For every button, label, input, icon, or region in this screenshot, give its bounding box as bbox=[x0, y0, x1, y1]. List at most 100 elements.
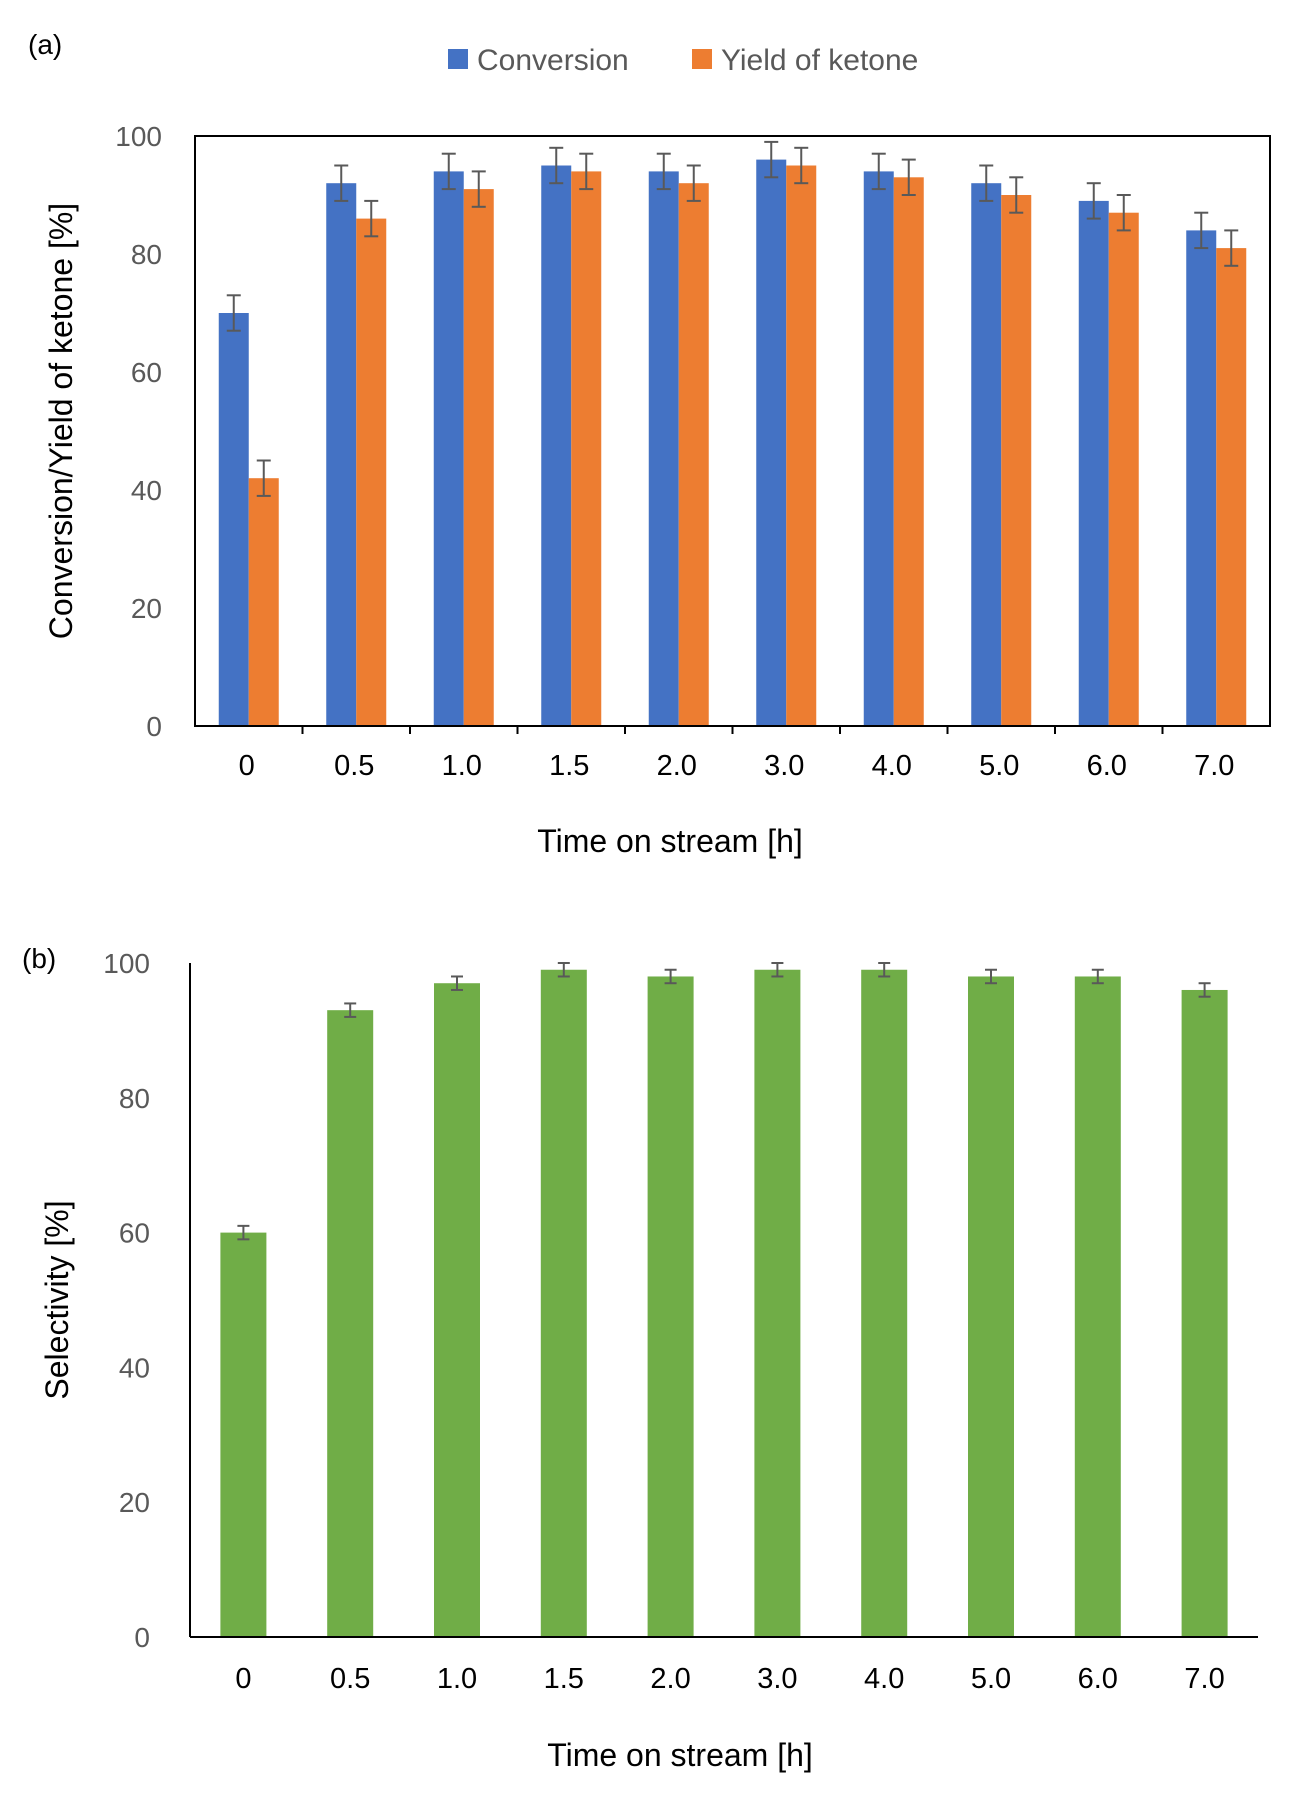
panel-a-plot-frame bbox=[194, 135, 1271, 727]
panel-b-x-tick-label: 1.5 bbox=[544, 1663, 584, 1695]
panel-a-x-axis-title: Time on stream [h] bbox=[537, 823, 803, 859]
panel-a-y-axis-title: Conversion/Yield of ketone [%] bbox=[43, 203, 79, 639]
panel-a-bars bbox=[218, 159, 1247, 727]
bar-selectivity-1-5 bbox=[540, 969, 587, 1637]
panel-a-x-axis-ticks: 0 0.5 1.0 1.5 2.0 3.0 4.0 5.0 6.0 7.0 bbox=[239, 726, 1234, 782]
panel-b-y-tick-label: 20 bbox=[119, 1487, 150, 1518]
error-bar-selectivity-3-0 bbox=[771, 962, 784, 978]
bar-conversion-6-0 bbox=[1078, 200, 1109, 726]
panel-a-y-axis-ticks: 0 20 40 60 80 100 bbox=[115, 121, 162, 742]
panel-a-x-tick-label: 0.5 bbox=[334, 750, 374, 782]
panel-a-y-tick-label: 40 bbox=[131, 475, 162, 506]
error-bar-yield-of-ketone-0-5 bbox=[364, 199, 379, 238]
bar-selectivity-0-5 bbox=[327, 1010, 374, 1637]
bar-yield-of-ketone-7-0 bbox=[1216, 248, 1247, 726]
bar-conversion-4-0 bbox=[863, 171, 894, 726]
error-bar-yield-of-ketone-4-0 bbox=[901, 158, 916, 196]
error-bar-yield-of-ketone-2-0 bbox=[686, 164, 701, 202]
bar-conversion-7-0 bbox=[1186, 230, 1217, 726]
panel-a-x-tick-label: 0 bbox=[239, 750, 255, 782]
panel-a-x-tick-label: 2.0 bbox=[657, 750, 697, 782]
bar-yield-of-ketone-0-5 bbox=[356, 218, 387, 726]
error-bar-yield-of-ketone-6-0 bbox=[1116, 194, 1131, 232]
panel-b-x-tick-label: 7.0 bbox=[1184, 1663, 1224, 1695]
panel-b-x-tick-label: 6.0 bbox=[1078, 1663, 1118, 1695]
panel-b-x-tick-label: 5.0 bbox=[971, 1663, 1011, 1695]
panel-b-y-axis-title: Selectivity [%] bbox=[39, 1200, 75, 1399]
bar-conversion-0 bbox=[218, 313, 249, 726]
panel-b-error-bars bbox=[237, 962, 1211, 1241]
bar-yield-of-ketone-6-0 bbox=[1108, 212, 1139, 726]
error-bar-conversion-1-5 bbox=[549, 146, 564, 185]
panel-b-x-tick-label: 0.5 bbox=[330, 1663, 370, 1695]
panel-a-label: (a) bbox=[28, 29, 62, 60]
panel-a-chart: (a) Conversion Yield of ketone Conversio… bbox=[28, 29, 1271, 859]
error-bar-conversion-0 bbox=[226, 294, 241, 332]
error-bar-selectivity-0-5 bbox=[344, 1002, 357, 1018]
bar-conversion-5-0 bbox=[971, 183, 1002, 726]
bar-selectivity-0 bbox=[220, 1232, 267, 1637]
bar-selectivity-2-0 bbox=[647, 976, 694, 1637]
error-bar-yield-of-ketone-7-0 bbox=[1224, 229, 1239, 267]
bar-selectivity-6-0 bbox=[1074, 976, 1121, 1637]
error-bar-yield-of-ketone-3-0 bbox=[794, 146, 809, 185]
bar-yield-of-ketone-1-5 bbox=[571, 171, 602, 726]
bar-conversion-1-5 bbox=[541, 165, 572, 726]
error-bar-yield-of-ketone-5-0 bbox=[1009, 176, 1024, 214]
error-bar-conversion-0-5 bbox=[334, 164, 349, 202]
bar-conversion-1-0 bbox=[433, 171, 464, 726]
panel-b-y-tick-label: 60 bbox=[119, 1218, 150, 1249]
error-bar-selectivity-1-5 bbox=[557, 962, 570, 978]
bar-conversion-0-5 bbox=[326, 183, 357, 726]
panel-b-bars bbox=[220, 969, 1228, 1637]
bar-conversion-2-0 bbox=[648, 171, 679, 726]
legend: Conversion Yield of ketone bbox=[448, 44, 918, 77]
panel-a-x-tick-label: 7.0 bbox=[1194, 750, 1234, 782]
panel-b-y-tick-label: 40 bbox=[119, 1352, 150, 1383]
legend-label-conversion: Conversion bbox=[477, 44, 629, 77]
error-bar-yield-of-ketone-1-0 bbox=[471, 170, 486, 208]
bar-yield-of-ketone-1-0 bbox=[463, 189, 494, 727]
panel-a-x-tick-label: 1.0 bbox=[442, 750, 482, 782]
panel-b-x-tick-label: 0 bbox=[235, 1663, 251, 1695]
error-bar-conversion-6-0 bbox=[1086, 182, 1101, 220]
error-bar-selectivity-2-0 bbox=[664, 968, 677, 985]
bar-selectivity-3-0 bbox=[754, 969, 801, 1637]
bar-yield-of-ketone-3-0 bbox=[786, 165, 817, 726]
panel-a-y-tick-label: 20 bbox=[131, 593, 162, 624]
panel-a-y-tick-label: 60 bbox=[131, 357, 162, 388]
error-bar-conversion-5-0 bbox=[979, 164, 994, 202]
panel-b-y-tick-label: 80 bbox=[119, 1083, 150, 1114]
error-bar-selectivity-1-0 bbox=[451, 975, 463, 991]
bar-yield-of-ketone-2-0 bbox=[678, 183, 709, 726]
error-bar-selectivity-6-0 bbox=[1091, 968, 1104, 985]
panel-b-label: (b) bbox=[22, 943, 56, 974]
legend-swatch-conversion bbox=[448, 49, 468, 69]
error-bar-conversion-2-0 bbox=[656, 152, 671, 191]
error-bar-selectivity-7-0 bbox=[1198, 982, 1211, 998]
bar-selectivity-7-0 bbox=[1181, 989, 1228, 1637]
legend-swatch-yield bbox=[692, 49, 712, 69]
error-bar-selectivity-0 bbox=[237, 1224, 250, 1241]
legend-label-yield: Yield of ketone bbox=[721, 44, 918, 77]
panel-b-y-tick-label: 100 bbox=[103, 948, 150, 979]
panel-a-x-tick-label: 3.0 bbox=[764, 750, 804, 782]
error-bar-selectivity-5-0 bbox=[985, 968, 997, 985]
panel-b-chart: (b) Selectivity [%] Time on stream [h] 0… bbox=[22, 943, 1258, 1773]
error-bar-conversion-4-0 bbox=[871, 152, 886, 191]
panel-a-error-bars bbox=[226, 140, 1239, 497]
panel-b-x-tick-label: 2.0 bbox=[650, 1663, 690, 1695]
bar-selectivity-1-0 bbox=[434, 983, 480, 1637]
panel-b-x-axis-title: Time on stream [h] bbox=[547, 1737, 813, 1773]
bar-yield-of-ketone-5-0 bbox=[1001, 195, 1032, 726]
error-bar-yield-of-ketone-1-5 bbox=[579, 152, 594, 191]
error-bar-conversion-1-0 bbox=[441, 152, 456, 191]
error-bar-conversion-7-0 bbox=[1194, 211, 1209, 250]
panel-b-x-tick-label: 3.0 bbox=[757, 1663, 797, 1695]
panel-a-x-tick-label: 6.0 bbox=[1087, 750, 1127, 782]
bar-selectivity-4-0 bbox=[861, 969, 908, 1637]
bar-yield-of-ketone-4-0 bbox=[893, 177, 924, 727]
error-bar-yield-of-ketone-0 bbox=[256, 459, 271, 497]
panel-a-y-tick-label: 100 bbox=[115, 121, 162, 152]
